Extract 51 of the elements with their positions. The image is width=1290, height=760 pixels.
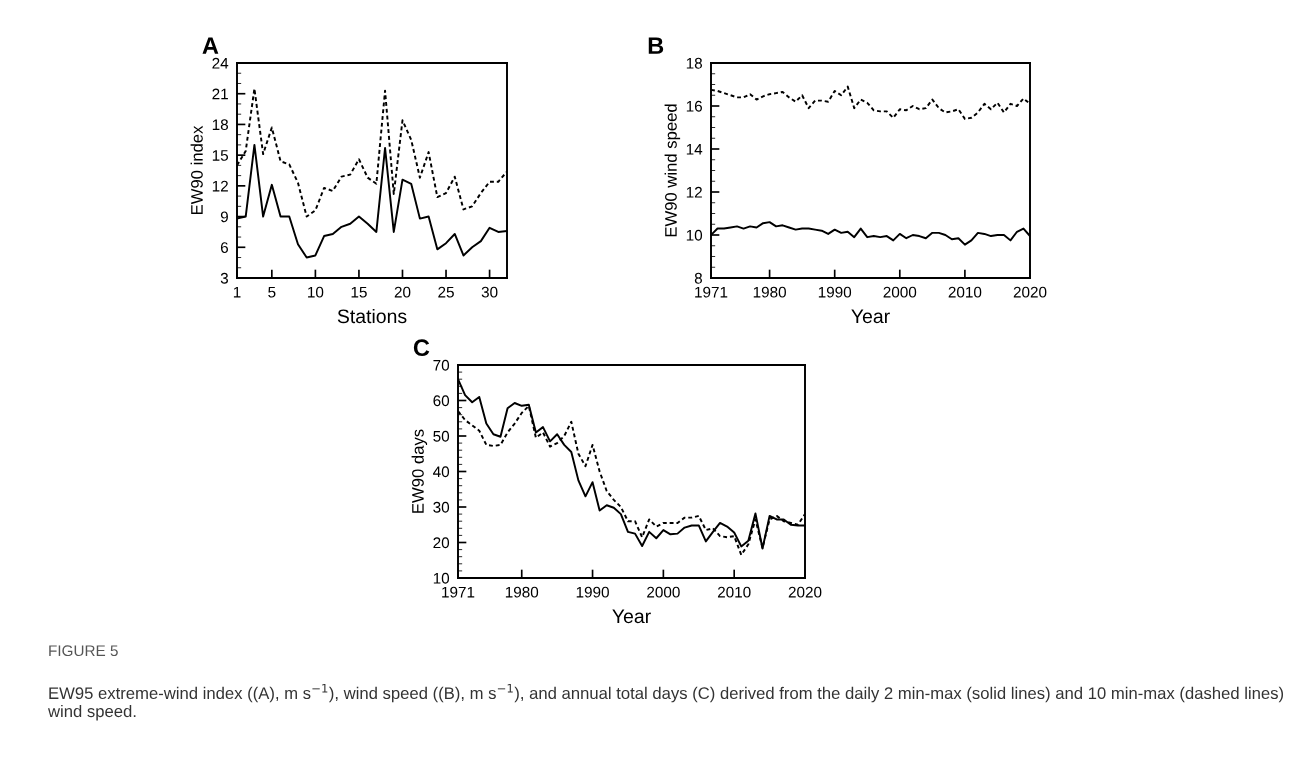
- y-tick-label: 50: [433, 430, 450, 442]
- x-tick-label: 1971: [442, 586, 475, 598]
- x-tick-label: 1990: [576, 586, 609, 598]
- x-tick-label: 20: [394, 286, 411, 298]
- y-tick-label: 20: [433, 537, 450, 549]
- y-tick-label: 24: [212, 57, 229, 69]
- x-tick-label: 1980: [505, 586, 539, 598]
- y-tick-label: 30: [433, 501, 450, 513]
- y-tick-label: 6: [220, 242, 228, 253]
- x-tick-label: 5: [268, 286, 276, 298]
- x-tick-label: 30: [481, 286, 498, 298]
- chart-title: A: [202, 37, 219, 54]
- x-tick-label: 10: [308, 286, 324, 298]
- x-tick-label: 1: [233, 286, 241, 298]
- y-tick-label: 10: [433, 572, 450, 584]
- x-tick-label: 1971: [695, 286, 728, 298]
- caption: FIGURE 5: [49, 645, 118, 657]
- x-tick-label: 1980: [753, 286, 786, 298]
- y-tick-label: 12: [686, 186, 702, 198]
- x-tick-label: 2020: [788, 586, 822, 598]
- y-tick-label: 15: [212, 150, 229, 161]
- y-tick-label: 10: [686, 229, 703, 241]
- x-tick-label: 15: [351, 286, 367, 298]
- x-tick-label: 2000: [883, 286, 917, 298]
- y-axis-title: EW90 wind speed: [664, 104, 681, 237]
- x-tick-label: 2000: [647, 586, 680, 598]
- y-axis-title: EW90 index: [190, 125, 203, 215]
- y-tick-label: 9: [220, 211, 228, 223]
- x-axis-title: Year: [851, 309, 890, 324]
- y-tick-label: 16: [686, 100, 702, 112]
- y-tick-label: 60: [433, 395, 450, 407]
- y-tick-label: 21: [212, 88, 228, 100]
- text: EW95 extreme-wind index ((A), m s$^{−1}$), wind speed ((B), m s$^{−1}$), and annual total days (C) derived from the daily 2 min-max (solid lines) and 10 min-max (dashed lines) wind speed.: [47, 684, 1284, 721]
- x-axis-title: Year: [612, 609, 651, 624]
- chart-title: B: [648, 37, 664, 54]
- y-tick-label: 8: [694, 272, 702, 284]
- x-tick-label: 2010: [948, 286, 982, 298]
- x-tick-label: 25: [438, 286, 454, 298]
- y-tick-label: 70: [433, 359, 450, 371]
- x-tick-label: 1990: [818, 286, 852, 298]
- x-tick-label: 2010: [717, 586, 751, 598]
- x-axis-title: Stations: [337, 308, 407, 324]
- chart-title: C: [413, 339, 430, 357]
- y-tick-label: 14: [686, 144, 703, 155]
- y-tick-label: 40: [433, 466, 450, 478]
- x-tick-label: 2020: [1013, 286, 1047, 298]
- y-tick-label: 12: [212, 180, 228, 192]
- y-tick-label: 18: [686, 57, 702, 69]
- y-tick-label: 18: [212, 119, 228, 131]
- y-tick-label: 3: [220, 272, 228, 284]
- y-axis-title: EW90 days: [411, 429, 428, 513]
